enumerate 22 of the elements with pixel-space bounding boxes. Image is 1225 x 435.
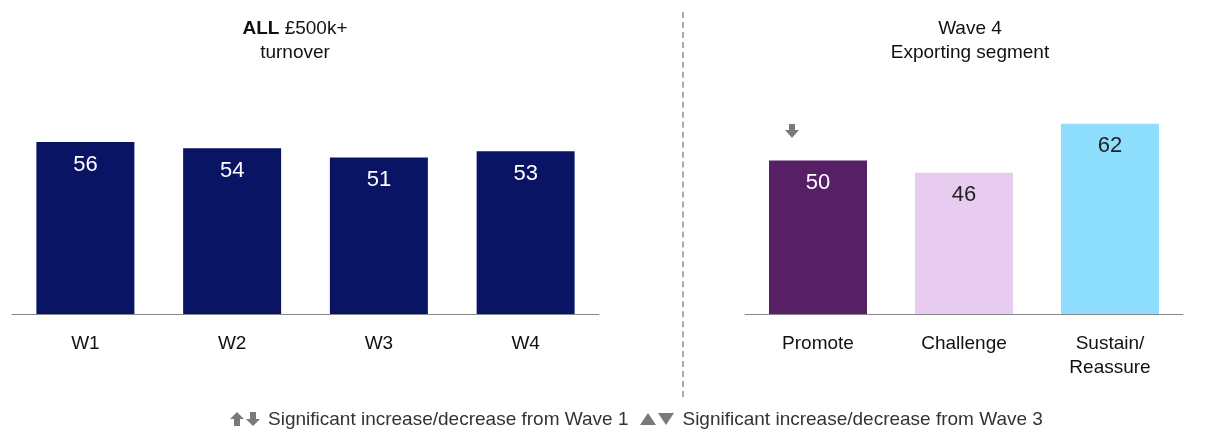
x-tick-label: Challenge [921, 331, 1007, 353]
bar [329, 157, 428, 314]
data-label: 51 [366, 165, 392, 191]
text: Significant increase/decrease from Wave 3 [682, 408, 1043, 430]
chart-title: ALL £500k+ turnover [242, 16, 348, 62]
data-label: 54 [219, 156, 245, 182]
x-tick-label: Sustain/ Reassure [1069, 331, 1151, 377]
x-tick-label: Promote [782, 331, 854, 353]
data-label: 46 [951, 181, 977, 207]
bar [36, 142, 135, 314]
chart-title: Wave 4 Exporting segment [890, 16, 1050, 62]
x-tick-label: W1 [71, 331, 100, 353]
data-label: 62 [1097, 132, 1123, 158]
x-tick-label: W2 [217, 331, 247, 353]
data-label: 53 [513, 159, 538, 185]
x-tick-label: W3 [364, 331, 394, 353]
bar [476, 151, 575, 314]
x-tick-label: W4 [511, 331, 541, 353]
data-label: 56 [73, 150, 98, 176]
data-label: 50 [805, 169, 831, 194]
bar [183, 148, 282, 314]
text: Significant increase/decrease from Wave 1 [268, 408, 629, 430]
